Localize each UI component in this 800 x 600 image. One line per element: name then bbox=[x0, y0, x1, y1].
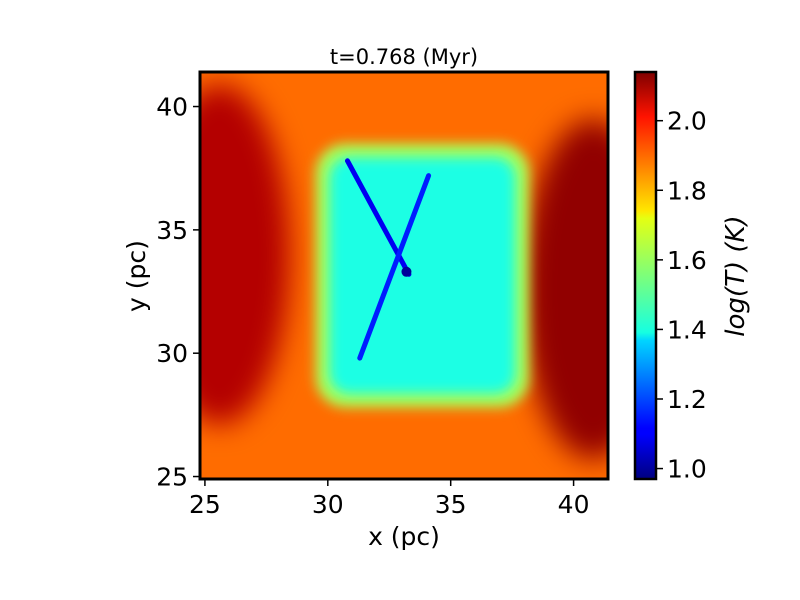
y-tick-label: 40 bbox=[156, 93, 188, 122]
colorbar-tick-label: 2.0 bbox=[667, 107, 707, 136]
hot-region-2 bbox=[523, 119, 608, 460]
y-tick-label: 30 bbox=[156, 339, 188, 368]
filament-2 bbox=[357, 173, 432, 361]
colorbar-axis: 1.0 1.2 1.4 1.6 1.8 2.0 bbox=[656, 107, 707, 484]
x-axis-label: x (pc) bbox=[368, 522, 440, 551]
colorbar-tick-label: 1.4 bbox=[667, 315, 707, 344]
colorbar-tick-label: 1.2 bbox=[667, 385, 707, 414]
temperature-field bbox=[200, 72, 608, 479]
colorbar-tick-label: 1.0 bbox=[667, 455, 707, 484]
colorbar-tick-label: 1.8 bbox=[667, 176, 707, 205]
x-tick-label: 35 bbox=[435, 490, 467, 519]
x-tick-label: 40 bbox=[558, 490, 590, 519]
chart-title: t=0.768 (Myr) bbox=[330, 45, 478, 69]
cold-core bbox=[401, 266, 412, 277]
x-tick-label: 30 bbox=[312, 490, 344, 519]
y-tick-label: 25 bbox=[156, 463, 188, 492]
colorbar bbox=[633, 70, 658, 481]
y-axis: 25 30 35 40 bbox=[156, 93, 200, 492]
x-axis: 25 30 35 40 bbox=[189, 479, 589, 519]
x-tick-label: 25 bbox=[189, 490, 221, 519]
plot-frame bbox=[198, 70, 610, 481]
hot-region-1 bbox=[200, 84, 290, 425]
colorbar-tick-label: 1.6 bbox=[667, 246, 707, 275]
y-tick-label: 35 bbox=[156, 216, 188, 245]
y-axis-label: y (pc) bbox=[122, 240, 151, 312]
colorbar-label: log(T) (K) bbox=[721, 215, 751, 336]
